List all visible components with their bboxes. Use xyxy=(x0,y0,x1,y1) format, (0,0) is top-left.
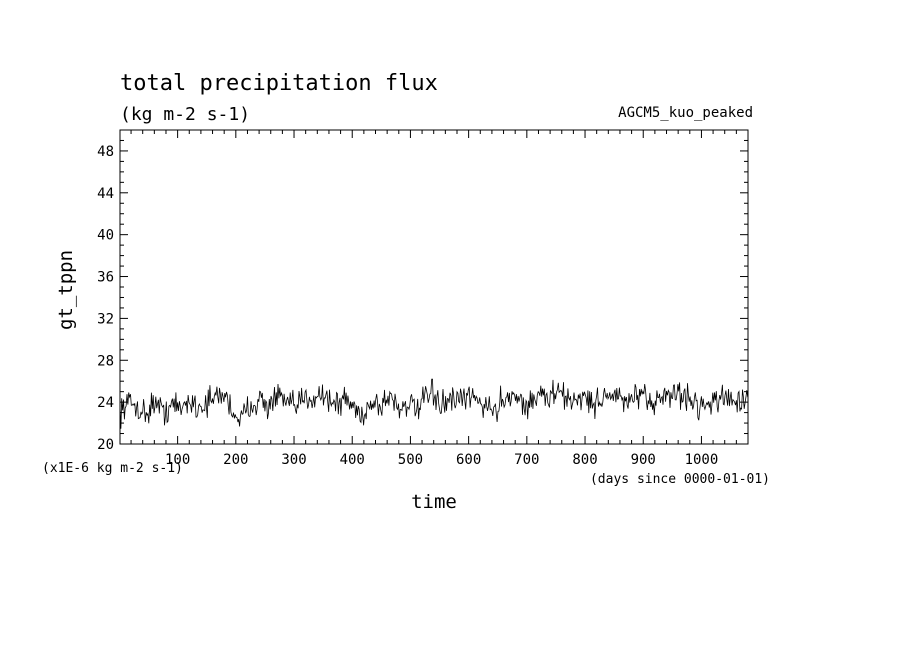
x-tick-label: 800 xyxy=(572,452,597,468)
x-tick-label: 600 xyxy=(456,452,481,468)
series-line xyxy=(119,378,749,429)
y-tick-label: 48 xyxy=(97,144,114,160)
x-axis-label: time xyxy=(411,491,457,513)
series-layer xyxy=(119,378,749,429)
y-tick-label: 28 xyxy=(97,353,114,369)
x-tick-label: 400 xyxy=(340,452,365,468)
x-tick-label: 100 xyxy=(165,452,190,468)
y-tick-label: 36 xyxy=(97,270,114,286)
x-axis-ticks: 100 200 300 400 500 600 700 800 900 1000 xyxy=(130,130,749,468)
y-tick-label: 24 xyxy=(97,395,114,411)
x-units-note: (days since 0000-01-01) xyxy=(590,472,770,487)
y-scale-note: (x1E-6 kg m-2 s-1) xyxy=(42,461,183,476)
y-tick-label: 20 xyxy=(97,437,114,453)
y-tick-label: 44 xyxy=(97,186,114,202)
x-tick-label: 200 xyxy=(223,452,248,468)
chart-title: total precipitation flux xyxy=(120,71,438,96)
x-tick-label: 900 xyxy=(631,452,656,468)
x-tick-label: 700 xyxy=(514,452,539,468)
x-tick-label: 500 xyxy=(398,452,423,468)
x-tick-label: 300 xyxy=(281,452,306,468)
y-tick-label: 32 xyxy=(97,311,114,327)
x-tick-label: 1000 xyxy=(685,452,719,468)
experiment-label: AGCM5_kuo_peaked xyxy=(618,105,753,121)
y-axis-label: gt_tppn xyxy=(55,250,77,330)
chart-subtitle: (kg m-2 s-1) xyxy=(120,104,250,125)
y-tick-label: 40 xyxy=(97,228,114,244)
y-axis-ticks: 20 24 28 32 36 40 44 48 xyxy=(97,129,748,453)
